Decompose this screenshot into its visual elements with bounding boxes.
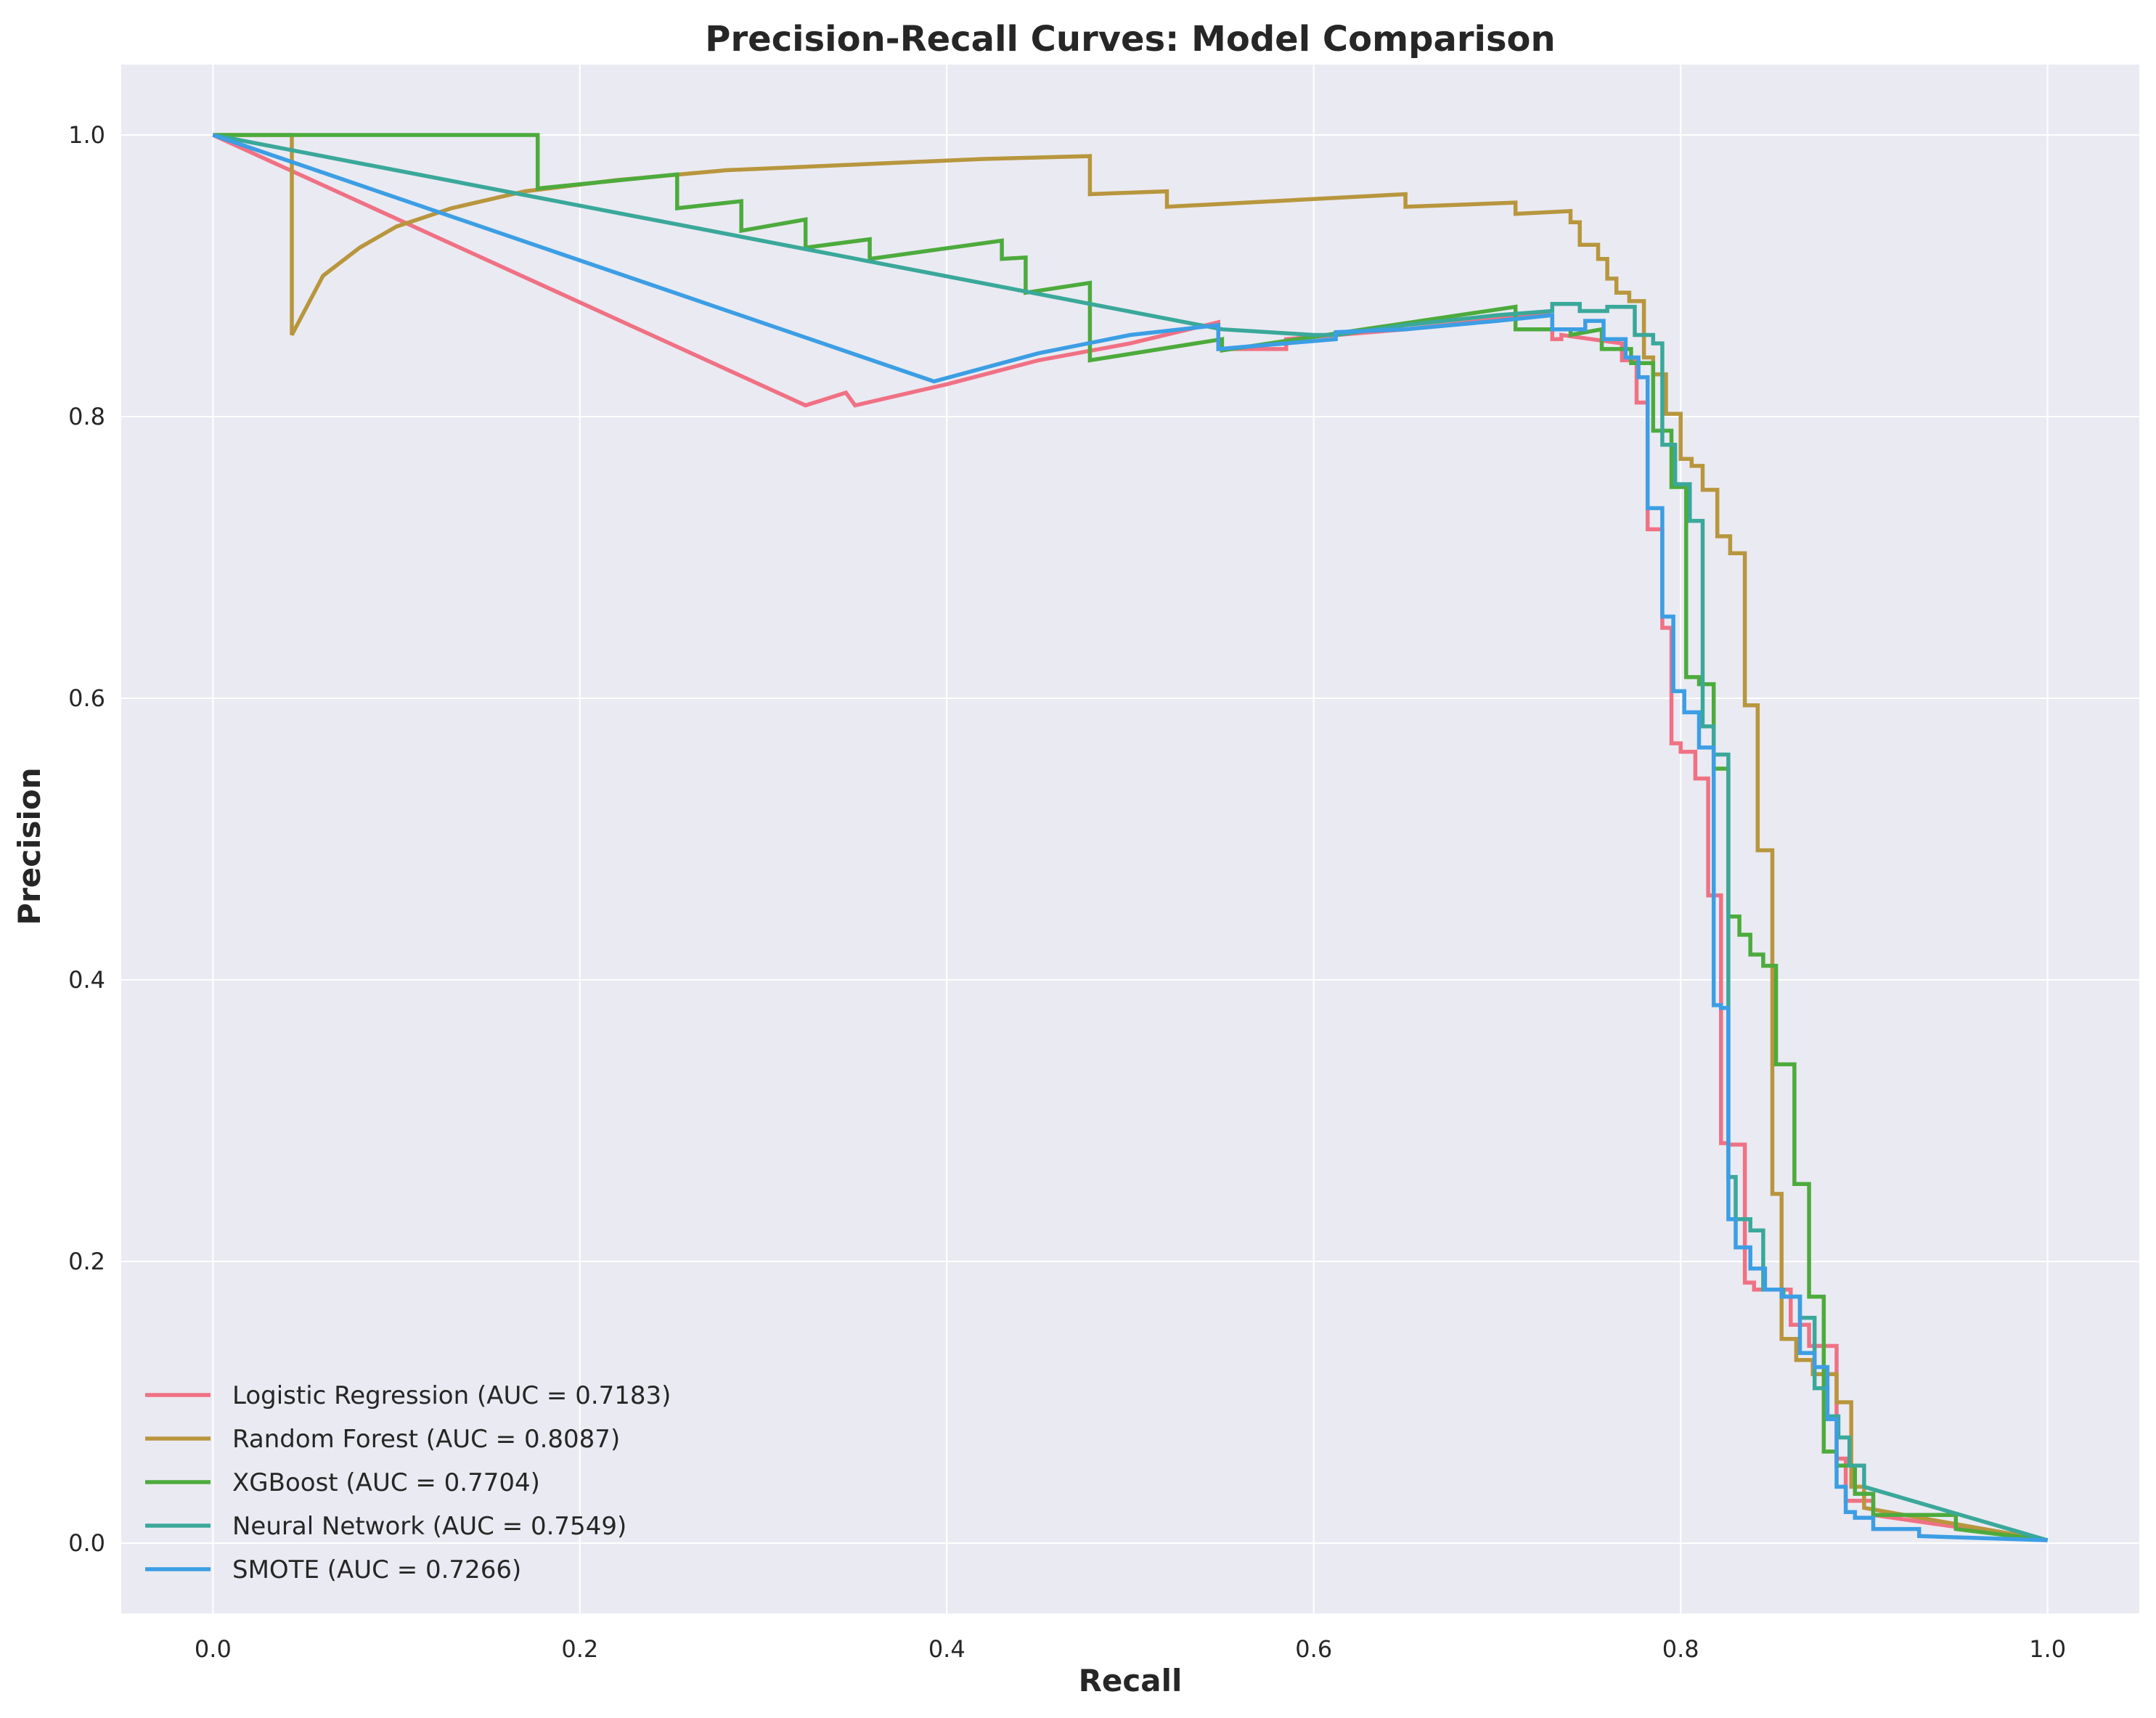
legend-label-3: XGBoost (AUC = 0.7704) <box>232 1468 540 1497</box>
legend-label-4: Neural Network (AUC = 0.7549) <box>232 1512 626 1541</box>
y-axis-label: Precision <box>12 767 47 925</box>
x-axis-ticks: 0.0 0.2 0.4 0.6 0.8 1.0 <box>195 1635 2066 1663</box>
y-tick-label: 0.2 <box>68 1248 105 1275</box>
x-tick-label: 0.0 <box>195 1635 232 1663</box>
y-tick-label: 0.6 <box>68 684 105 712</box>
x-tick-label: 0.2 <box>561 1635 598 1663</box>
legend: Logistic Regression (AUC = 0.7183) Random… <box>145 1381 671 1584</box>
x-tick-label: 0.4 <box>928 1635 965 1663</box>
series-line-5 <box>212 133 2048 1542</box>
y-tick-label: 0.4 <box>68 966 105 994</box>
chart-title: Precision-Recall Curves: Model Compariso… <box>705 19 1555 60</box>
x-axis-label: Recall <box>1079 1663 1183 1698</box>
x-tick-label: 1.0 <box>2029 1635 2066 1663</box>
grid-lines <box>121 65 2139 1613</box>
y-axis-ticks: 0.0 0.2 0.4 0.6 0.8 1.0 <box>68 121 105 1557</box>
legend-label-5: SMOTE (AUC = 0.7266) <box>232 1555 521 1584</box>
y-tick-label: 0.8 <box>68 403 105 430</box>
x-tick-label: 0.6 <box>1295 1635 1332 1663</box>
x-tick-label: 0.8 <box>1662 1635 1699 1663</box>
y-tick-label: 0.0 <box>68 1529 105 1557</box>
legend-label-2: Random Forest (AUC = 0.8087) <box>232 1425 620 1454</box>
y-tick-label: 1.0 <box>68 121 105 149</box>
series-line-2 <box>213 133 2049 1542</box>
series-line-3 <box>213 133 2048 1542</box>
plot-area <box>121 65 2139 1613</box>
series-lines <box>212 133 2049 1542</box>
legend-label-1: Logistic Regression (AUC = 0.7183) <box>232 1381 671 1410</box>
